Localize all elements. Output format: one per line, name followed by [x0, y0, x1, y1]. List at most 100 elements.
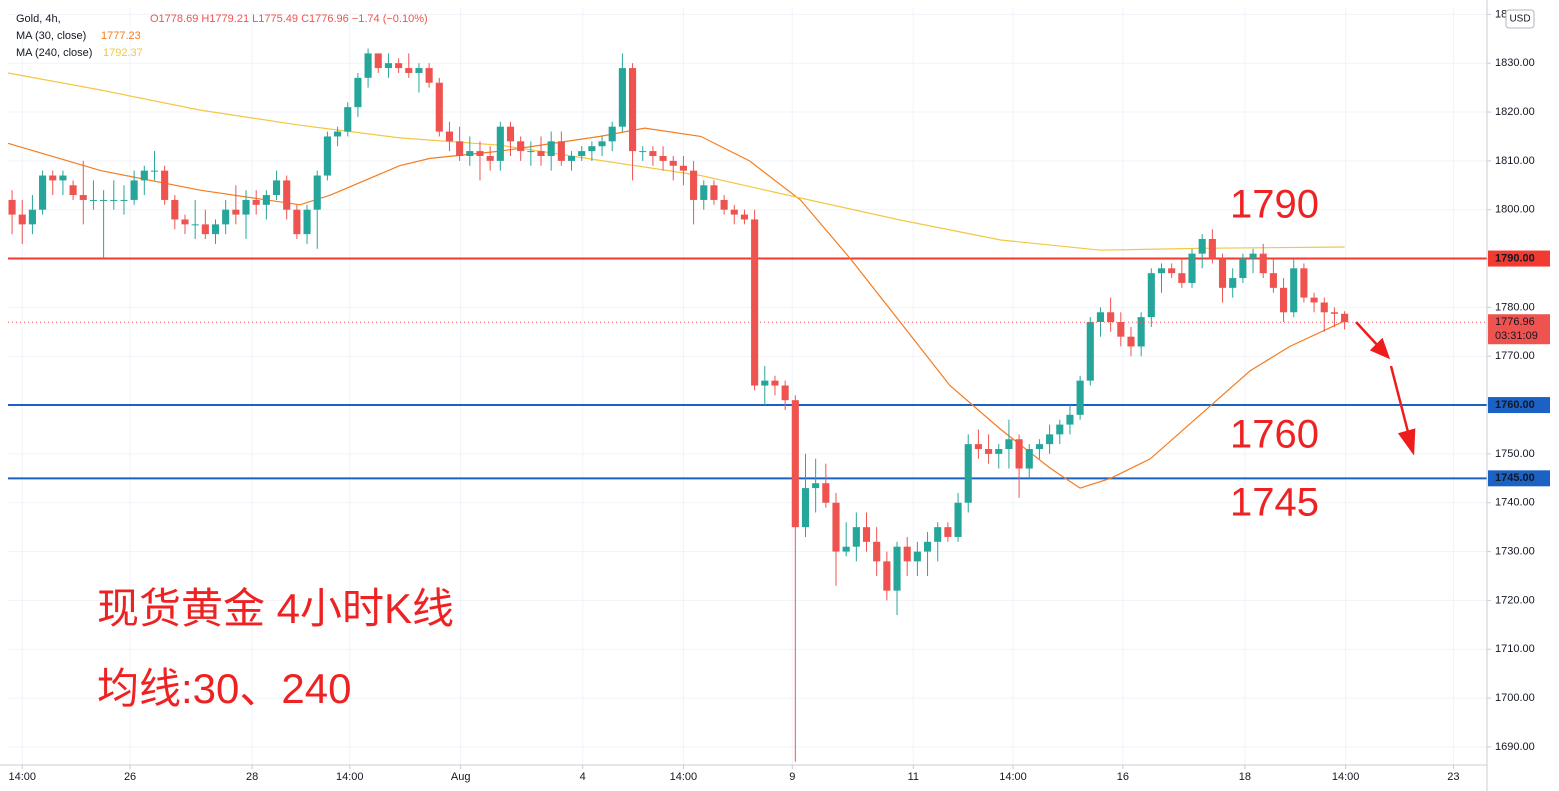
candle-body	[1117, 322, 1125, 337]
candle-body	[1310, 297, 1318, 303]
arrow-head	[1397, 428, 1416, 456]
candle-body	[232, 209, 240, 215]
candle-body	[1188, 253, 1196, 283]
candle-body	[1005, 439, 1013, 450]
candle-body	[862, 527, 871, 542]
y-tick-label: 1810.00	[1495, 155, 1535, 167]
candle-body	[1229, 278, 1237, 288]
candle-body	[39, 175, 47, 210]
candle-body	[771, 380, 779, 386]
candle-body	[293, 209, 301, 235]
y-tick-label: 1690.00	[1495, 741, 1535, 753]
candle-body	[28, 209, 36, 225]
y-tick-label: 1740.00	[1495, 497, 1535, 509]
candle-body	[476, 151, 484, 156]
candle-body	[1066, 414, 1074, 425]
y-tick-label: 1800.00	[1495, 204, 1535, 216]
y-tick-label: 1780.00	[1495, 301, 1535, 313]
candle-body	[18, 214, 26, 225]
level-badge-label: 1790.00	[1495, 252, 1535, 264]
candle-body	[1259, 253, 1267, 274]
candle-body	[801, 488, 810, 528]
candle-body	[334, 131, 342, 137]
candle-body	[1178, 273, 1186, 283]
countdown-label: 03:31:09	[1495, 330, 1538, 342]
candle-body	[751, 219, 759, 386]
candle-body	[659, 155, 667, 161]
x-tick-label: 11	[908, 771, 919, 783]
annotation: 1790	[1230, 183, 1319, 227]
candle-body	[222, 209, 230, 225]
annotation: 1760	[1230, 413, 1319, 457]
candle-body	[344, 107, 352, 132]
candle-body	[364, 53, 372, 78]
candle-body	[120, 199, 128, 201]
annotation: 1745	[1230, 481, 1319, 525]
candle-body	[211, 224, 220, 235]
candle-body	[537, 151, 545, 156]
candle-body	[1127, 336, 1135, 347]
candle-body	[995, 449, 1003, 454]
candle-body	[425, 68, 433, 83]
candle-body	[79, 195, 87, 200]
candle-body	[608, 126, 616, 142]
candle-body	[985, 449, 993, 454]
ma-line	[7, 72, 1345, 251]
candle-body	[1198, 239, 1206, 254]
candle-body	[161, 170, 169, 200]
candle-body	[130, 180, 138, 200]
candle-body	[8, 199, 16, 215]
currency-label: USD	[1509, 14, 1530, 25]
candle-body	[1157, 268, 1166, 274]
candle-body	[710, 185, 718, 200]
x-tick-label: 18	[1239, 771, 1251, 783]
ma-legend-value: 1792.37	[103, 47, 143, 59]
candle-body	[171, 199, 179, 220]
x-tick-label: 16	[1117, 771, 1129, 783]
overlay: 1690.00 1700.00 1710.00 1720.00 1730.00 1740.…	[8, 8, 1550, 783]
y-tick-label: 1750.00	[1495, 448, 1535, 460]
candle-body	[913, 551, 921, 562]
candle-body	[100, 199, 108, 201]
x-tick-label: 9	[789, 771, 795, 783]
candle-body	[486, 155, 494, 161]
candle-body	[150, 170, 159, 172]
candle-body	[1330, 312, 1338, 314]
candle-body	[883, 561, 891, 591]
candle-body	[252, 199, 260, 205]
candle-body	[283, 180, 291, 210]
candle-body	[181, 219, 189, 225]
candle-body	[384, 63, 392, 69]
candle-body	[415, 68, 423, 73]
arrow-line	[1389, 365, 1410, 433]
candle-body	[679, 165, 687, 171]
candle-body	[49, 175, 57, 181]
candle-body	[690, 170, 698, 200]
candle-body	[618, 68, 626, 127]
candle-body	[730, 209, 738, 215]
x-tick-label: 23	[1447, 771, 1459, 783]
candle-body	[873, 541, 881, 562]
candle-body	[1147, 273, 1155, 318]
x-tick-label: 14:00	[336, 771, 364, 783]
candle-body	[201, 224, 209, 235]
candle-body	[435, 82, 443, 132]
candle-body	[1168, 268, 1176, 274]
y-tick-label: 1830.00	[1495, 57, 1535, 69]
candle-body	[69, 185, 77, 196]
candle-body	[893, 546, 901, 591]
candle-body	[89, 199, 98, 201]
candle-body	[852, 527, 860, 547]
candle-body	[1076, 380, 1084, 415]
y-tick-label: 1700.00	[1495, 692, 1535, 704]
x-tick-label: 14:00	[1332, 771, 1360, 783]
candle-body	[1035, 444, 1043, 450]
candle-body	[272, 180, 281, 196]
candle-body	[374, 53, 382, 69]
candle-body	[923, 541, 932, 552]
candle-body	[1015, 439, 1023, 469]
candle-body	[567, 155, 576, 161]
candle-body	[700, 185, 708, 200]
